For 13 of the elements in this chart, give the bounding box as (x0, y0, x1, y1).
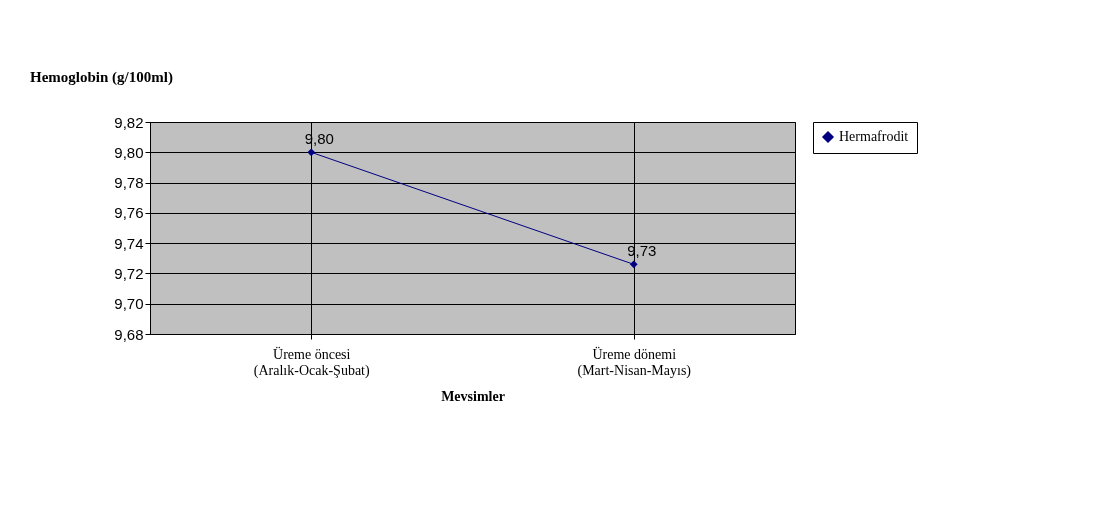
y-tick-label: 9,68 (114, 325, 144, 343)
legend-label: Hermafrodit (839, 129, 909, 144)
y-tick-label: 9,72 (114, 264, 144, 282)
y-tick-label: 9,82 (114, 113, 144, 131)
y-tick-label: 9,76 (114, 204, 144, 222)
chart-title: Hemoglobin (g/100ml) (30, 69, 173, 86)
y-tick-label: 9,74 (114, 234, 144, 252)
y-tick-label: 9,78 (114, 174, 144, 192)
y-tick-label: 9,80 (114, 143, 144, 161)
y-tick-label: 9,70 (114, 295, 144, 313)
x-tick-label: Üreme öncesi (Aralık-Ocak-Şubat) (253, 345, 371, 379)
x-tick-label: Üreme dönemi (Mart-Nisan-Mayıs) (577, 345, 692, 379)
x-axis-title: Mevsimler (441, 388, 505, 404)
